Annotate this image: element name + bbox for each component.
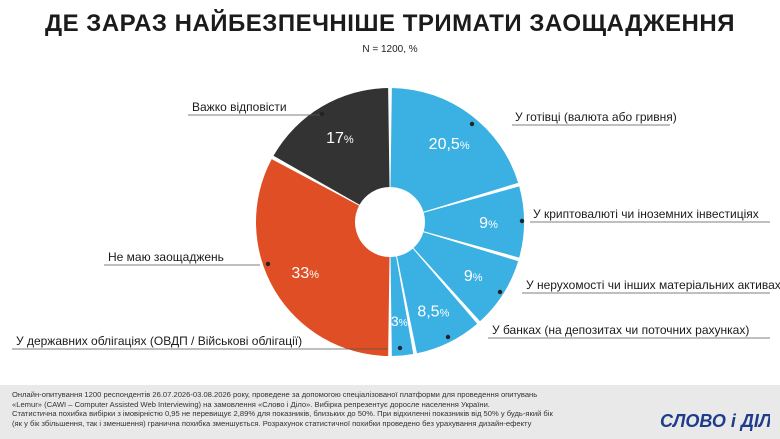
footer-methodology: Онлайн-опитування 1200 респондентів 26.0… xyxy=(12,390,572,428)
category-label: У криптовалюті чи іноземних інвестиціях xyxy=(533,207,759,221)
footer-line: Статистична похибка вибірки з імовірніст… xyxy=(12,409,553,419)
slice-не-маю-заощаджень xyxy=(255,159,390,356)
leader-dot xyxy=(319,111,325,117)
slice-у-криптовалюті-чи-іноземних-інвестиціях xyxy=(423,186,524,258)
value-label: 9% xyxy=(479,215,498,232)
category-label: У нерухомості чи інших матеріальних акти… xyxy=(526,278,780,292)
slice-у-державних-облігаціях-овдп-військові-облігації xyxy=(390,256,414,356)
value-label: 33% xyxy=(291,265,319,282)
category-labels-group: У готівці (валюта або гривня) У криптовал… xyxy=(16,100,780,348)
chart-subtitle: N = 1200, % xyxy=(362,44,418,55)
leader-dot xyxy=(445,334,451,340)
leader-dot xyxy=(497,289,503,295)
value-label: 20,5% xyxy=(429,136,470,153)
category-label: Важко відповісти xyxy=(192,100,287,114)
footer-line: «Lemur» (CAWI – Computer Assisted Web In… xyxy=(12,399,490,409)
category-label: Не маю заощаджень xyxy=(108,250,224,264)
value-label: 9% xyxy=(464,268,483,285)
leader-dot xyxy=(519,218,525,224)
category-label: У банках (на депозитах чи поточних рахун… xyxy=(492,323,749,337)
footer-line: (як у бік збільшення, так і зменшення) г… xyxy=(12,418,532,428)
slovo-i-dilo-logo: СЛОВО і ДІЛО xyxy=(660,411,770,431)
slice-у-нерухомості-чи-інших-матеріальних-активах xyxy=(413,232,519,322)
value-label: 3% xyxy=(391,313,408,329)
category-label: У державних облігаціях (ОВДП / Військові… xyxy=(16,334,302,348)
svg-text:СЛОВО і ДІЛО: СЛОВО і ДІЛО xyxy=(660,411,770,431)
slices-group xyxy=(255,88,524,356)
donut-chart: 20,5% 9% 9% 8,5% 3% 33% 17% У готівці (валюта … xyxy=(12,88,780,356)
leader-dot xyxy=(397,345,403,351)
value-label: 8,5% xyxy=(417,303,449,320)
value-label: 17% xyxy=(326,130,354,147)
slice-важко-відповісти xyxy=(273,88,390,205)
leader-dot xyxy=(469,121,475,127)
leader-dot xyxy=(265,261,271,267)
value-labels-group: 20,5% 9% 9% 8,5% 3% 33% 17% xyxy=(291,130,498,329)
footer-line: Онлайн-опитування 1200 респондентів 26.0… xyxy=(12,390,538,399)
page-title: ДЕ ЗАРАЗ НАЙБЕЗПЕЧНІШЕ ТРИМАТИ ЗАОЩАДЖЕН… xyxy=(45,10,735,37)
footer: Онлайн-опитування 1200 респондентів 26.0… xyxy=(0,385,780,439)
slice-у-банках-на-депозитах-чи-поточних-рахунках xyxy=(397,248,478,354)
category-label: У готівці (валюта або гривня) xyxy=(515,110,677,124)
slice-у-готівці-валюта-або-гривня xyxy=(390,88,519,212)
leader-lines-group xyxy=(12,111,770,351)
